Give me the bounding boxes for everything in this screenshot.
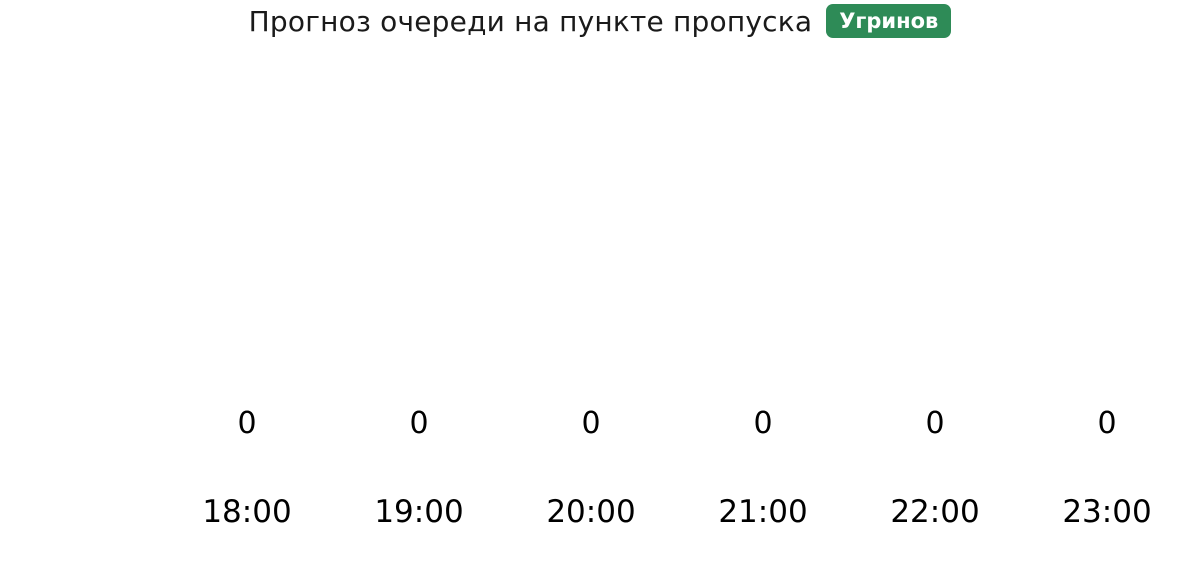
x-tick-label: 22:00 [890,494,980,530]
bar-value-label: 0 [753,406,773,441]
x-tick-label: 20:00 [546,494,636,530]
x-tick-label: 23:00 [1062,494,1152,530]
x-tick-label: 21:00 [718,494,808,530]
bar-value-label: 0 [925,406,945,441]
bar-value-label: 0 [1097,406,1117,441]
x-tick-label: 18:00 [202,494,292,530]
checkpoint-badge: Угринов [826,4,952,38]
chart-title: Прогноз очереди на пункте пропуска [248,4,813,38]
bar-value-label: 0 [581,406,601,441]
bar-value-label: 0 [409,406,429,441]
x-tick-label: 19:00 [374,494,464,530]
bar-value-label: 0 [237,406,257,441]
bar-value-labels-row: 0 0 0 0 0 0 [161,406,1193,441]
chart-title-row: Прогноз очереди на пункте пропуска Угрин… [0,2,1200,40]
x-axis-tick-labels-row: 18:00 19:00 20:00 21:00 22:00 23:00 [161,494,1193,530]
